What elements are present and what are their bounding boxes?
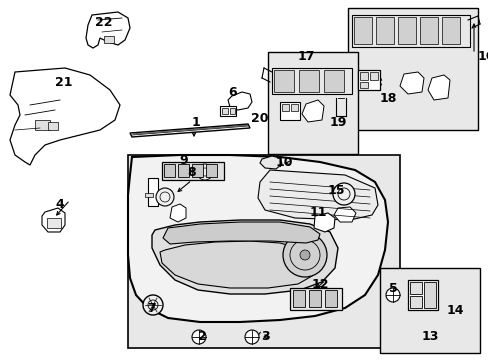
Text: 6: 6 [228,86,237,99]
Text: 8: 8 [187,166,196,179]
Bar [397,17,415,44]
Text: 15: 15 [326,184,344,197]
Polygon shape [313,213,334,232]
Bar [359,72,367,80]
Bar [271,68,351,94]
Text: 12: 12 [311,278,328,291]
Circle shape [283,233,326,277]
Polygon shape [10,68,120,165]
Bar [292,290,305,307]
Text: 17: 17 [297,49,314,63]
Bar [178,164,189,177]
Bar [104,36,114,43]
Polygon shape [42,208,65,232]
Text: 16: 16 [476,49,488,63]
Circle shape [142,295,163,315]
Text: 1: 1 [191,116,200,129]
Polygon shape [128,155,387,322]
Bar [192,164,203,177]
Bar [409,296,421,308]
Text: 13: 13 [421,329,438,342]
Circle shape [244,330,259,344]
Text: 3: 3 [260,329,269,342]
Bar [163,164,175,177]
Bar [419,17,437,44]
Bar [280,102,299,120]
Bar [267,52,357,154]
Bar [423,282,435,308]
Bar [148,178,158,206]
Circle shape [332,183,354,205]
Circle shape [192,330,205,344]
Text: 19: 19 [328,116,346,129]
Bar [222,108,227,114]
Polygon shape [170,204,185,222]
Polygon shape [130,124,249,137]
Text: 11: 11 [308,206,326,219]
Bar [47,218,61,228]
Text: 22: 22 [95,15,113,28]
Polygon shape [227,92,251,110]
Bar [308,290,320,307]
Bar [375,17,393,44]
Bar [48,122,58,130]
Bar [229,108,235,114]
Bar [359,82,367,88]
Bar [145,193,153,197]
Bar [35,120,50,130]
Circle shape [156,188,174,206]
Polygon shape [427,75,449,100]
Bar [298,70,318,92]
Text: 4: 4 [56,198,64,211]
Bar [220,106,236,116]
Bar [128,155,399,348]
Bar [357,70,379,90]
Bar [351,15,469,47]
Bar [273,70,293,92]
Bar [282,104,288,111]
Text: 21: 21 [55,76,73,89]
Bar [325,290,336,307]
Text: 5: 5 [388,282,397,294]
Text: 9: 9 [179,153,188,166]
Circle shape [197,164,213,180]
Bar [290,104,297,111]
Text: 7: 7 [147,302,156,315]
Bar [353,17,371,44]
Polygon shape [258,170,377,220]
Text: 20: 20 [251,112,268,125]
Polygon shape [302,100,324,122]
Text: 2: 2 [197,329,206,342]
Polygon shape [152,220,337,294]
Bar [289,288,341,310]
Polygon shape [86,12,130,48]
Bar [369,72,377,80]
Polygon shape [260,156,282,169]
Text: 14: 14 [446,303,463,316]
Text: 10: 10 [275,156,292,168]
Bar [441,17,459,44]
Circle shape [385,288,399,302]
Bar [347,8,477,130]
Polygon shape [399,72,423,94]
Circle shape [299,250,309,260]
Bar [205,164,217,177]
Bar [379,268,479,353]
Polygon shape [333,207,355,222]
Bar [409,282,421,294]
Polygon shape [160,241,314,288]
Bar [407,280,437,310]
Text: 18: 18 [379,91,396,104]
Bar [324,70,343,92]
Bar [162,162,224,180]
Polygon shape [163,222,319,244]
